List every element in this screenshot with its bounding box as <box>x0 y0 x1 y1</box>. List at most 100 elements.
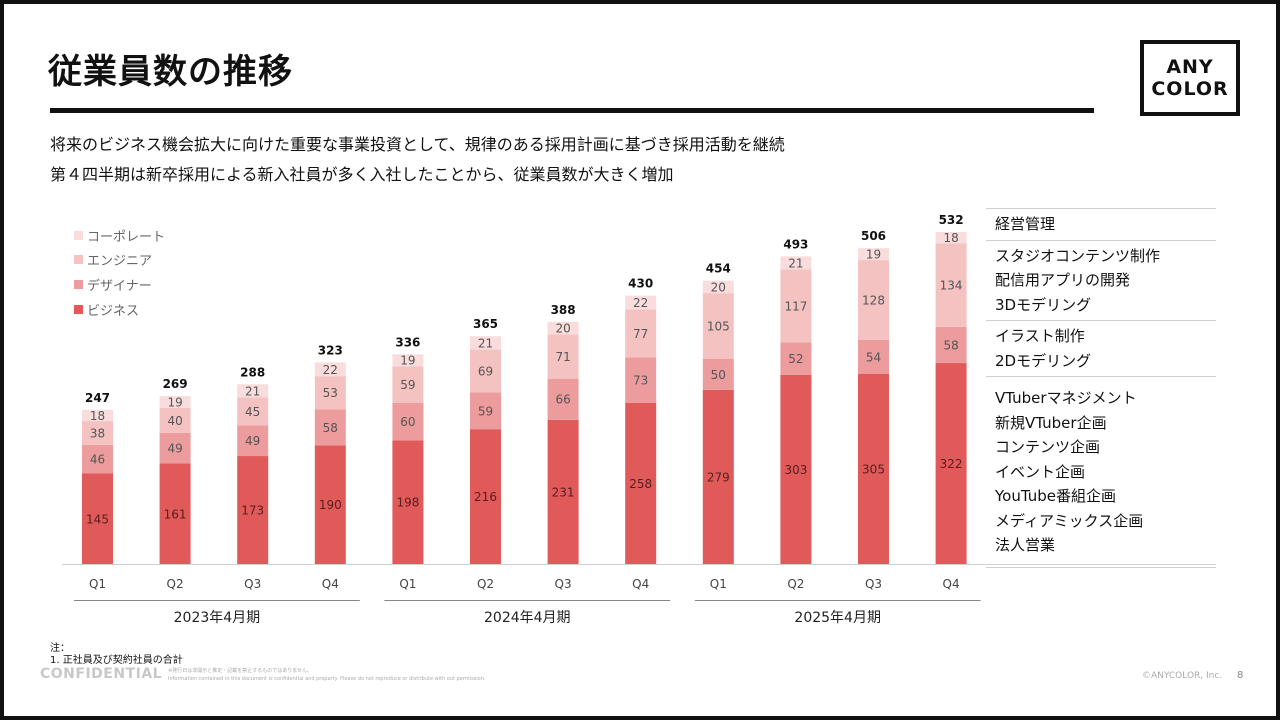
data-label: 145 <box>86 512 109 526</box>
legend-swatch-designer <box>74 280 83 289</box>
x-tick-label: Q3 <box>865 577 882 591</box>
data-label: 66 <box>555 393 570 407</box>
x-tick-label: Q4 <box>632 577 649 591</box>
x-tick-label: Q2 <box>167 577 184 591</box>
legend-item-business: ビジネス <box>74 300 139 319</box>
bar-segment <box>159 407 191 433</box>
bar-segment <box>159 432 191 464</box>
bar-segment <box>547 334 579 379</box>
total-label: 454 <box>706 262 731 276</box>
legend-swatch-engineer <box>74 255 83 264</box>
department-item: スタジオコンテンツ制作 <box>995 246 1161 265</box>
bar-segment <box>625 402 657 564</box>
legend-swatch-business <box>74 305 83 314</box>
page-number: 8 <box>1237 670 1244 681</box>
department-group: イラスト制作 2Dモデリング <box>986 320 1216 376</box>
department-group: 経営管理 <box>986 208 1216 240</box>
total-label: 430 <box>628 277 653 291</box>
department-table: 経営管理スタジオコンテンツ制作 配信用アプリの開発 3Dモデリング イラスト制作 2Dモ… <box>986 208 1216 568</box>
group-label: 2023年4月期 <box>174 610 261 626</box>
page-title: 従業員数の推移 <box>48 52 293 92</box>
bar-segment <box>935 326 967 364</box>
x-tick-label: Q3 <box>555 577 572 591</box>
bar-segment <box>237 384 269 398</box>
subtitle-line-1: 将来のビジネス機会拡大に向けた重要な事業投資として、規律のある採用計画に基づき採… <box>50 135 785 154</box>
data-label: 40 <box>167 414 182 428</box>
x-tick-label: Q2 <box>787 577 804 591</box>
data-label: 21 <box>478 336 493 350</box>
department-item: 配信用アプリの開発 <box>995 271 1131 289</box>
department-item: イラスト制作 <box>995 327 1085 345</box>
data-label: 161 <box>164 507 187 521</box>
department-item: 2Dモデリング <box>995 351 1092 370</box>
logo-line-2: COLOR <box>1151 78 1229 100</box>
bar-segment <box>314 409 346 446</box>
data-label: 19 <box>866 248 881 262</box>
department-item: メディアミックス企画 <box>995 511 1144 530</box>
data-label: 231 <box>552 485 575 499</box>
data-label: 59 <box>400 378 415 392</box>
bar-segment <box>780 374 812 564</box>
bar-segment <box>547 321 579 335</box>
data-label: 69 <box>478 364 493 378</box>
note-heading: 注： <box>50 643 70 654</box>
data-label: 22 <box>633 296 648 310</box>
data-label: 20 <box>555 322 570 336</box>
x-tick-label: Q1 <box>710 577 727 591</box>
bar-segment <box>237 397 269 426</box>
department-item: 3Dモデリング <box>995 295 1092 314</box>
bar-segment <box>702 280 734 294</box>
total-label: 506 <box>861 229 886 243</box>
data-label: 128 <box>862 294 885 308</box>
department-table-bottom-rule <box>986 566 1216 568</box>
fine-print-jp: ※発行日は非開示と推定・記載を禁止するものではありません。 <box>168 668 313 674</box>
title-underline <box>50 108 1094 113</box>
data-label: 58 <box>323 421 338 435</box>
data-label: 49 <box>167 442 182 456</box>
bar-segment <box>702 358 734 390</box>
total-label: 365 <box>473 317 498 331</box>
bar-segment <box>314 376 346 410</box>
data-label: 19 <box>167 396 182 410</box>
data-label: 305 <box>862 462 885 476</box>
bar-segment <box>780 342 812 375</box>
legend-item-designer: デザイナー <box>74 275 152 294</box>
department-item: 経営管理 <box>995 215 1056 233</box>
data-label: 58 <box>943 338 958 352</box>
data-label: 258 <box>629 477 652 491</box>
bar-segment <box>935 363 967 564</box>
note-line-1: 1. 正社員及び契約社員の合計 <box>50 655 183 666</box>
bar-segment <box>625 357 657 403</box>
bar-segment <box>702 389 734 564</box>
bar-segment <box>470 392 501 430</box>
bar-segment <box>547 419 579 564</box>
legend-label-engineer: エンジニア <box>87 254 153 269</box>
data-label: 52 <box>788 352 803 366</box>
total-label: 493 <box>783 237 808 251</box>
x-tick-label: Q3 <box>244 577 261 591</box>
data-label: 198 <box>396 496 419 510</box>
data-label: 22 <box>323 363 338 377</box>
total-label: 323 <box>318 343 343 357</box>
bar-segment <box>237 425 269 457</box>
data-label: 38 <box>90 426 105 440</box>
bar-segment <box>858 248 889 261</box>
data-label: 49 <box>245 434 260 448</box>
total-label: 288 <box>240 365 265 379</box>
subtitle-line-2: 第４四半期は新卒採用による新入社員が多く入社したことから、従業員数が大きく増加 <box>50 165 674 184</box>
department-group: スタジオコンテンツ制作 配信用アプリの開発 3Dモデリング <box>986 239 1216 321</box>
bar-segment <box>159 463 191 564</box>
bar-segment <box>392 366 424 403</box>
department-item: VTuberマネジメント <box>995 389 1137 407</box>
x-tick-label: Q4 <box>322 577 339 591</box>
department-item: 新規VTuber企画 <box>995 413 1107 432</box>
data-label: 105 <box>707 319 730 333</box>
data-label: 20 <box>711 280 726 294</box>
bar-segment <box>159 396 191 408</box>
total-label: 388 <box>551 303 576 317</box>
data-label: 50 <box>711 368 726 382</box>
data-label: 46 <box>90 453 105 467</box>
bar-segment <box>82 444 113 474</box>
confidential-mark: CONFIDENTIAL <box>40 666 163 682</box>
department-item: 法人営業 <box>995 536 1056 554</box>
